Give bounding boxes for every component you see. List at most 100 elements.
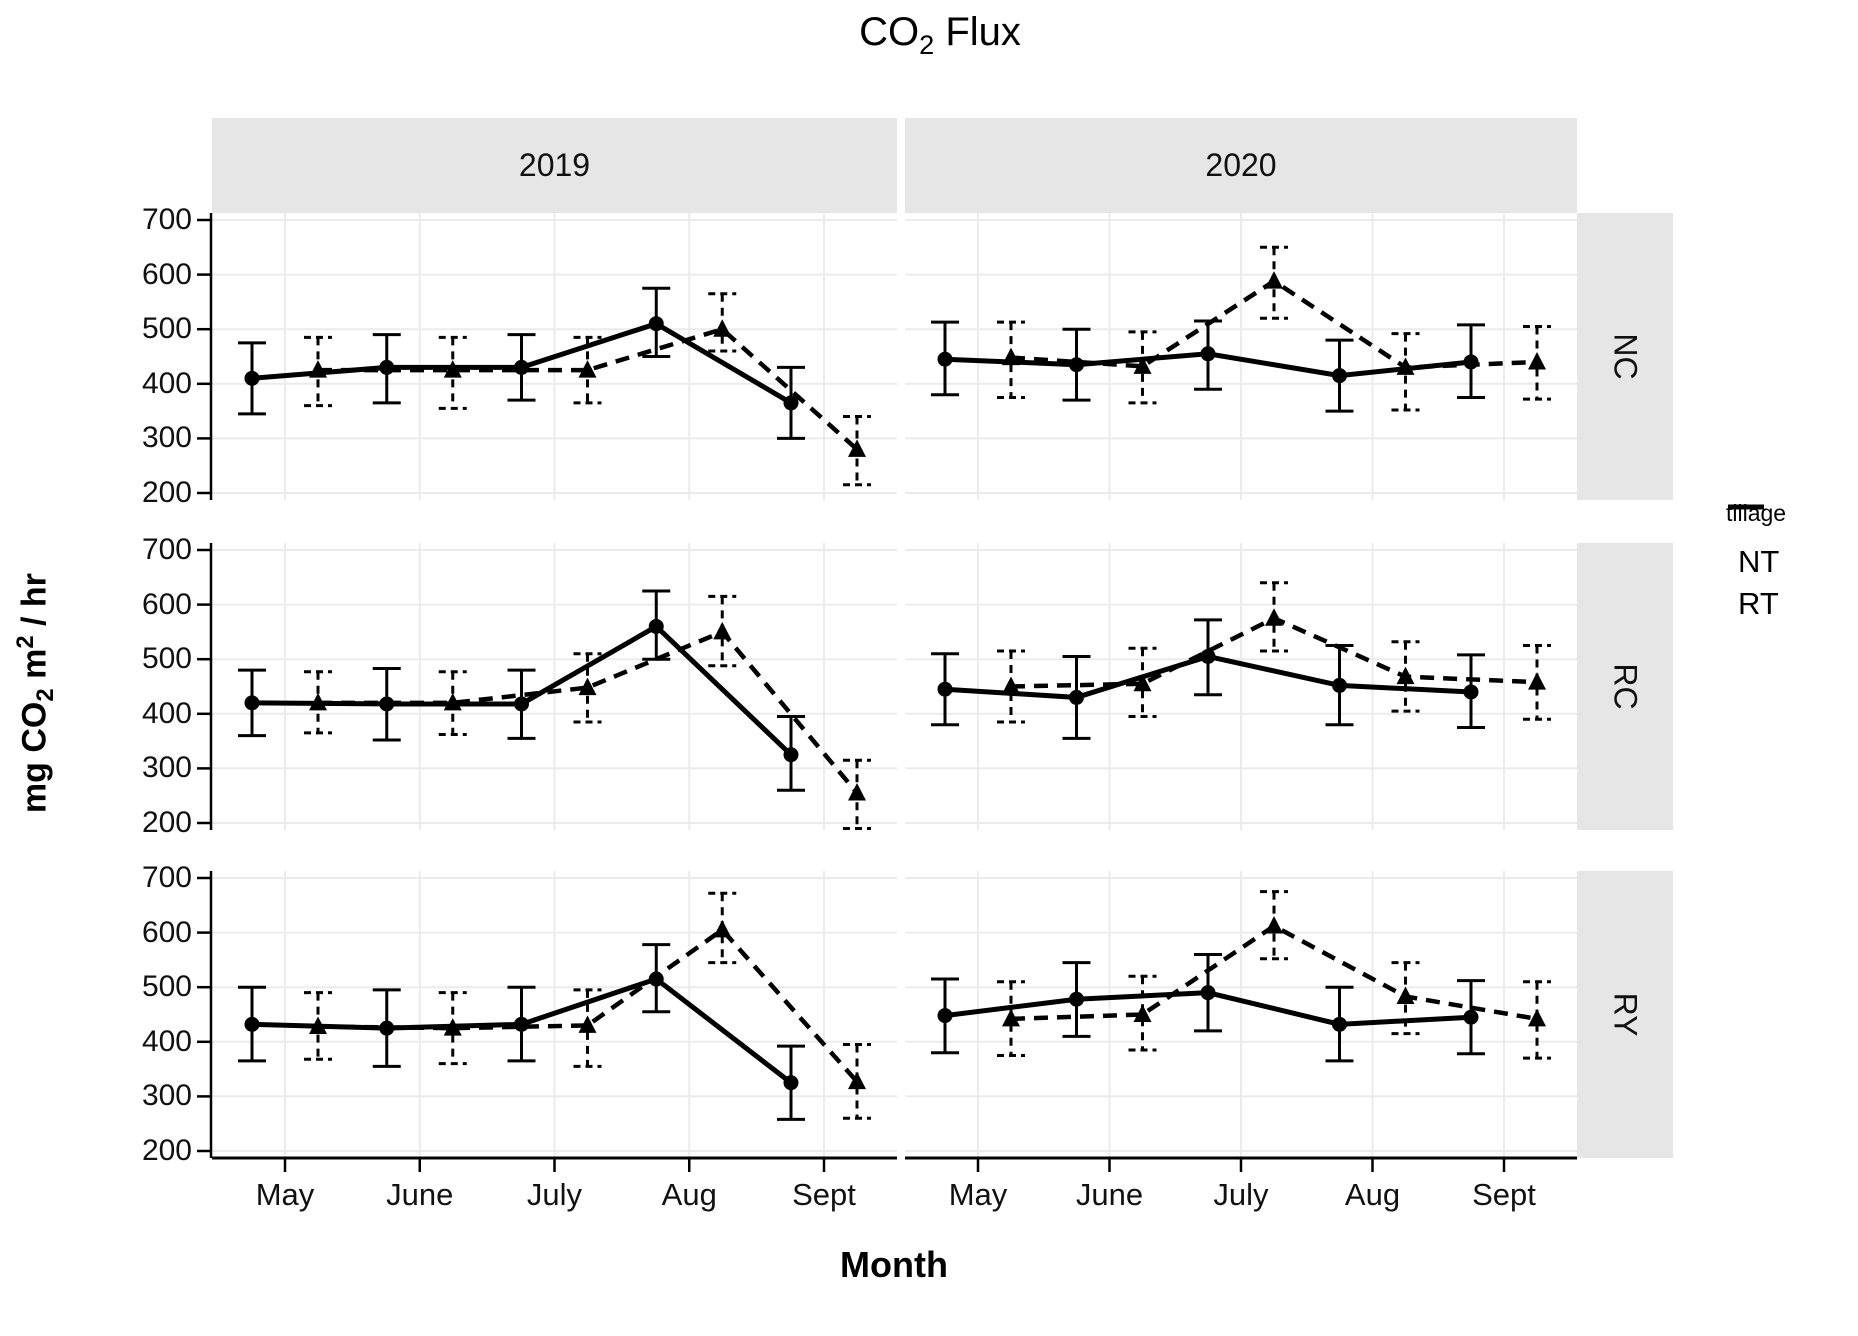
panel-NC-2019-RT-data-point xyxy=(713,319,732,337)
facet-strip-nc-label: NC xyxy=(1607,333,1644,380)
panel-RC-2019-NT-data-point xyxy=(514,696,529,712)
facet-strip-nc: NC xyxy=(1577,213,1673,500)
legend-entry-rt: RT xyxy=(1726,504,1856,625)
x-tick-label: June xyxy=(386,1177,454,1212)
chart-title-rest: Flux xyxy=(934,10,1021,54)
y-axis-title-part: / hr xyxy=(15,573,54,636)
y-tick-label: 500 xyxy=(141,970,192,1004)
panel-RY-2020-RT-data-point xyxy=(1396,986,1415,1004)
y-tick-label: 600 xyxy=(141,587,192,621)
panel-RY-2020-RT-data-point xyxy=(1528,1008,1546,1027)
legend-entry-nt: NT xyxy=(1726,504,1856,583)
panel-RC-2019-NT-data-point xyxy=(648,618,664,634)
panel-RY-2019-NT-data-point xyxy=(379,1020,395,1036)
x-axis-title: Month xyxy=(840,1244,948,1285)
panel-NC-2019-RT-data-point xyxy=(443,360,462,378)
y-tick-label: 300 xyxy=(141,421,192,455)
x-tick-label: Sept xyxy=(1472,1177,1536,1212)
y-tick-label: 400 xyxy=(141,366,192,400)
y-tick-label: 700 xyxy=(141,203,192,236)
panel-NC-2019-RT-data-point xyxy=(309,360,327,378)
panel-NC-2020-RT-data-point xyxy=(1265,271,1283,289)
panel-NC-2020-RT-data-point xyxy=(1528,351,1546,370)
x-tick-label: Aug xyxy=(661,1177,717,1212)
chart-title-main: CO xyxy=(859,10,920,54)
panel-RY-2020-RT-data-point xyxy=(1002,1008,1020,1027)
panel-NC-2020-RT-data-point xyxy=(1002,347,1020,366)
y-tick-label: 400 xyxy=(141,1024,192,1058)
panel-RC-2020-NT-data-point xyxy=(1200,648,1216,664)
panel-RY-2020-RT-data-point xyxy=(1265,916,1283,934)
facet-strip-ry-label: RY xyxy=(1607,992,1644,1037)
panel-RY-2019-NT-data-point xyxy=(783,1075,799,1091)
panel-NC-2020-NT-data-point xyxy=(1069,357,1084,373)
x-tick-label: Aug xyxy=(1344,1177,1401,1212)
legend-rt-line-swatch xyxy=(1728,504,1764,510)
x-tick-label: July xyxy=(1213,1177,1269,1212)
facet-strip-rc: RC xyxy=(1577,543,1673,830)
panel-NC-2020-RT-data-point xyxy=(1133,356,1152,374)
y-tick-label: 200 xyxy=(141,476,192,509)
panel-RC-2020-NT-data-point xyxy=(1069,689,1084,705)
panel-RC-2019-RT-line xyxy=(318,629,859,795)
panel-NC-2019-NT-data-point xyxy=(379,359,395,375)
y-tick-label: 600 xyxy=(141,915,192,949)
panel-RC-2019-RT-data-point xyxy=(578,677,597,696)
panel-NC-2019-NT-data-point xyxy=(783,395,799,411)
panel-RY-2019-NT-data-point xyxy=(648,971,664,987)
y-tick-label: 200 xyxy=(141,1134,192,1167)
panel-RC-2019-RT-data-point xyxy=(443,692,462,711)
panel-RC-2019-RT-data-point xyxy=(713,621,732,640)
y-axis-title: mg CO2 m2 / hr xyxy=(12,373,60,1013)
y-tick-label: 500 xyxy=(141,312,192,346)
y-axis-title-subscript: 2 xyxy=(32,688,60,702)
legend-rt-label: RT xyxy=(1738,586,1779,621)
y-axis-title-part: mg CO xyxy=(15,701,54,814)
panel-RY-2020-RT-line xyxy=(1010,923,1538,1022)
y-tick-label: 700 xyxy=(141,533,192,566)
x-tick-label: July xyxy=(526,1177,583,1212)
panel-NC-2019-RT-data-point xyxy=(848,439,866,457)
facet-strip-2019: 2019 xyxy=(212,118,897,213)
panel-RC-2020-RT-data-point xyxy=(1265,608,1283,626)
panel-RY-2020-NT-data-point xyxy=(937,1008,953,1024)
y-tick-label: 400 xyxy=(141,696,192,730)
panel-RC-2019-NT-data-point xyxy=(783,747,799,763)
panel-RC-2020-RT-data-point xyxy=(1002,676,1020,694)
legend-nt-label: NT xyxy=(1738,544,1780,579)
panel-NC-2020-NT-data-point xyxy=(1332,368,1347,384)
panel-RC-2019-RT-data-point xyxy=(848,782,866,801)
facet-strip-2020: 2020 xyxy=(905,118,1577,213)
x-tick-label: May xyxy=(948,1177,1008,1212)
panel-RC-2019-NT-data-point xyxy=(244,695,260,711)
y-tick-label: 200 xyxy=(141,806,192,839)
panel-NC-2020-RT-data-point xyxy=(1396,357,1415,375)
panel-RC-2020-RT-data-point xyxy=(1133,673,1152,692)
facet-strip-2020-label: 2020 xyxy=(1205,147,1277,183)
y-tick-label: 300 xyxy=(141,1079,192,1113)
panel-NC-2020-NT-data-point xyxy=(1200,346,1216,362)
y-tick-label: 300 xyxy=(141,751,192,785)
panel-RY-2020-NT-data-point xyxy=(1069,991,1084,1007)
panel-RC-2020-NT-data-point xyxy=(1463,684,1479,700)
panel-RC-2020-NT-data-point xyxy=(1332,677,1347,693)
panel-NC-2019-NT-data-point xyxy=(514,359,529,375)
panel-RC-2019-NT-data-point xyxy=(379,696,395,712)
y-tick-label: 700 xyxy=(141,861,192,894)
panel-RY-2020-RT-data-point xyxy=(1133,1004,1152,1022)
panel-RY-2020-NT-data-point xyxy=(1332,1016,1347,1032)
chart-title-subscript: 2 xyxy=(919,29,935,60)
x-tick-label: June xyxy=(1075,1177,1144,1212)
y-axis-title-part: m xyxy=(15,648,54,689)
panel-NC-2019-RT-line xyxy=(318,326,859,451)
facet-strip-rc-label: RC xyxy=(1607,663,1644,710)
legend: tillage NT RT xyxy=(1726,500,1856,625)
y-tick-label: 500 xyxy=(141,642,192,676)
panel-RC-2020-NT-data-point xyxy=(937,681,953,697)
panel-RC-2020-RT-data-point xyxy=(1528,672,1546,690)
panel-NC-2019-NT-data-point xyxy=(648,316,664,332)
panel-NC-2019-RT-data-point xyxy=(578,360,597,378)
facet-strip-2019-label: 2019 xyxy=(518,147,591,183)
